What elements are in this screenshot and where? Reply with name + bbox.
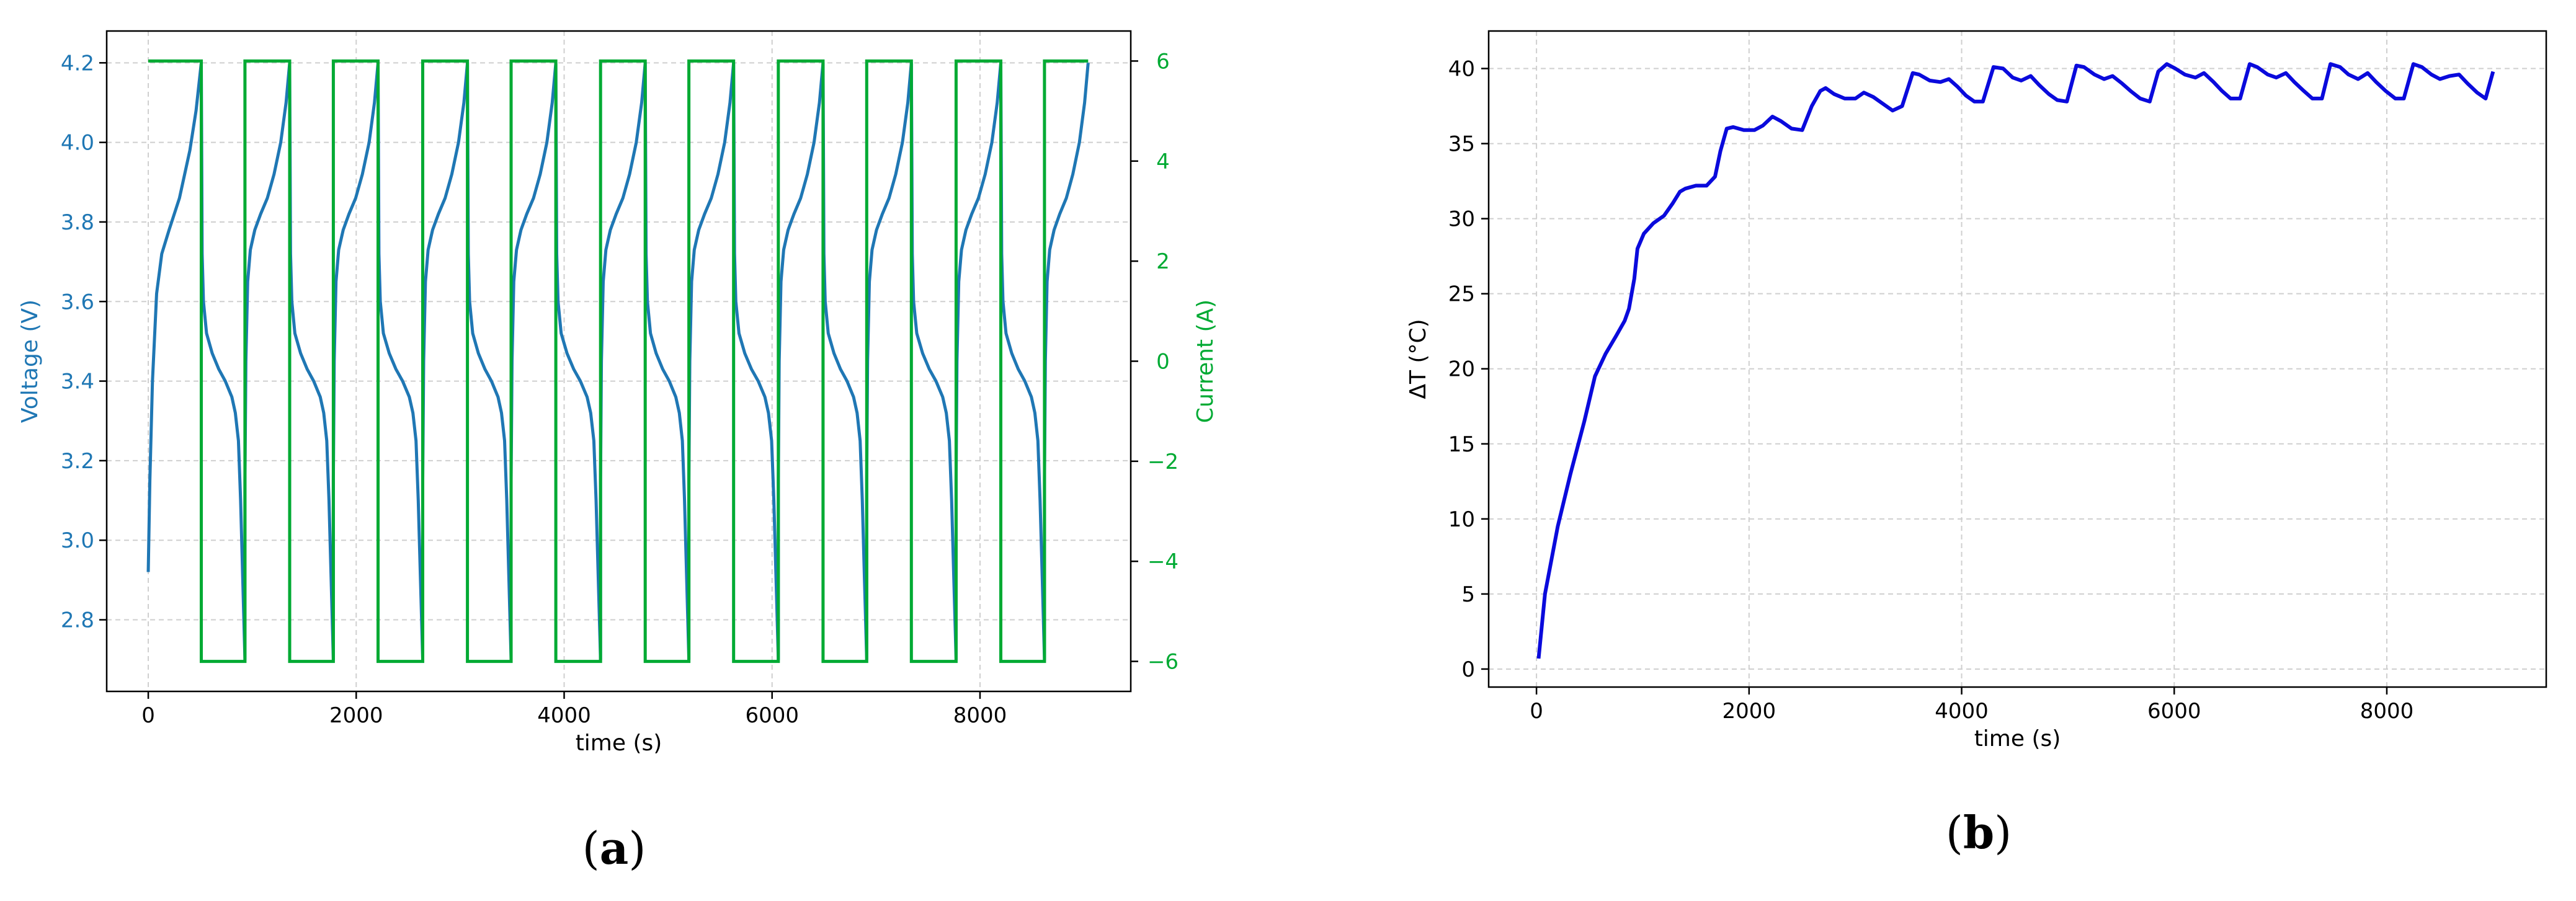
y-tick-label-b-6: 30 (1448, 207, 1475, 232)
x-axis-label-a: time (s) (576, 730, 662, 756)
voltage-line (146, 61, 1090, 662)
y-tick-label-b-3: 15 (1448, 432, 1475, 457)
y2-tick-label-a-1: −4 (1148, 549, 1179, 574)
x-tick-label-b-0: 0 (1530, 699, 1543, 724)
y2-tick-label-a-3: 0 (1156, 350, 1170, 375)
y-axis-label-a: Voltage (V) (17, 300, 43, 423)
x-tick-label-b-3: 6000 (2147, 699, 2201, 724)
y2-tick-label-a-0: −6 (1148, 650, 1179, 675)
y-tick-label-a-3: 3.4 (61, 370, 94, 394)
x-tick-label-b-4: 8000 (2360, 699, 2414, 724)
y-tick-label-b-7: 35 (1448, 132, 1475, 157)
panel-label-b: (b) (1946, 806, 2012, 859)
y-tick-label-a-5: 3.8 (61, 210, 94, 235)
chart-b: 0 2000 4000 6000 8000 0 5 10 15 20 25 30 35 40 time (s… (1406, 30, 2547, 752)
x-tick-label-a-3: 6000 (745, 703, 799, 728)
x-axis-label-b: time (s) (1974, 726, 2061, 752)
y-axis-label-b: ΔT (°C) (1406, 319, 1431, 399)
panel-label-a: (a) (582, 822, 646, 874)
delta-t-line (1536, 62, 2495, 659)
y-tick-label-a-1: 3.0 (61, 528, 94, 553)
y-tick-label-a-4: 3.6 (61, 290, 94, 314)
y-tick-label-b-8: 40 (1448, 57, 1475, 82)
y-tick-label-b-1: 5 (1461, 582, 1475, 607)
y-tick-label-b-5: 25 (1448, 282, 1475, 307)
x-tick-label-a-0: 0 (141, 703, 155, 728)
current-line (148, 59, 1089, 664)
y-tick-label-b-4: 20 (1448, 357, 1475, 382)
x-tick-label-a-2: 4000 (537, 703, 591, 728)
y-tick-label-a-2: 3.2 (61, 449, 94, 474)
x-tick-label-a-4: 8000 (953, 703, 1007, 728)
plot-frame-a (105, 30, 1132, 693)
y-tick-label-a-6: 4.0 (61, 131, 94, 156)
y-tick-label-b-2: 10 (1448, 507, 1475, 532)
x-tick-label-b-2: 4000 (1935, 699, 1989, 724)
y-tick-label-b-0: 0 (1461, 657, 1475, 682)
y-tick-label-a-0: 2.8 (61, 608, 94, 633)
y2-tick-label-a-6: 6 (1156, 49, 1170, 74)
y2-tick-label-a-4: 2 (1156, 249, 1170, 274)
y2-tick-label-a-2: −2 (1148, 450, 1179, 474)
x-tick-label-a-1: 2000 (329, 703, 383, 728)
plot-frame-b (1487, 30, 2547, 688)
chart-a: 0 2000 4000 6000 8000 2.8 3.0 3.2 3.4 3.6 3.8 4.0 4.… (17, 30, 1218, 756)
y2-tick-label-a-5: 4 (1156, 149, 1170, 174)
y-tick-label-a-7: 4.2 (61, 51, 94, 76)
y2-axis-label-a: Current (A) (1193, 300, 1218, 423)
x-tick-label-b-1: 2000 (1723, 699, 1776, 724)
